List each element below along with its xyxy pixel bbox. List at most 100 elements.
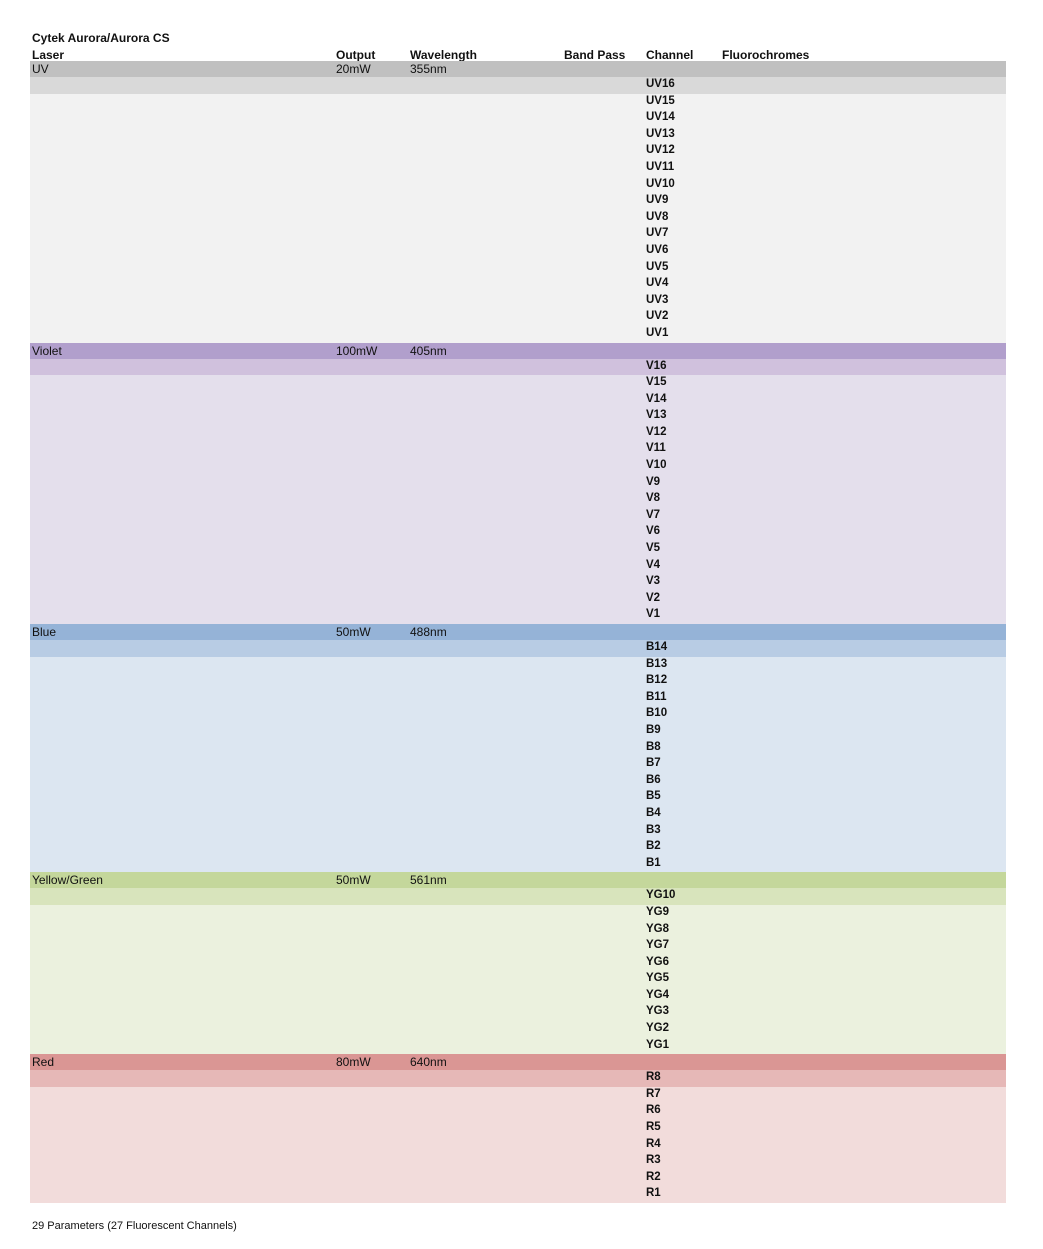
channel-row: YG2 bbox=[30, 1021, 1006, 1038]
channel-row: R1 bbox=[30, 1186, 1006, 1203]
channel-row: UV5 bbox=[30, 259, 1006, 277]
channel-label: B11 bbox=[646, 690, 667, 703]
channel-row: V8 bbox=[30, 491, 1006, 508]
channel-label: R5 bbox=[646, 1121, 661, 1134]
laser-name: Violet bbox=[32, 343, 62, 358]
laser-output: 100mW bbox=[336, 343, 378, 358]
channel-row: B11 bbox=[30, 689, 1006, 707]
channel-label: YG2 bbox=[646, 1022, 670, 1035]
laser-wavelength: 640nm bbox=[410, 1055, 447, 1070]
channel-label: UV7 bbox=[646, 227, 669, 240]
channel-label: B10 bbox=[646, 707, 668, 720]
channel-label: V5 bbox=[646, 542, 661, 555]
channel-label: UV9 bbox=[646, 194, 669, 207]
channel-row: B6 bbox=[30, 772, 1006, 790]
channel-label: B5 bbox=[646, 790, 661, 803]
channel-label: V10 bbox=[646, 459, 667, 472]
channel-label: UV5 bbox=[646, 260, 669, 273]
laser-row: UV 20mW 355nm bbox=[30, 61, 1006, 77]
channel-label: B4 bbox=[646, 806, 661, 819]
channel-label: UV11 bbox=[646, 160, 675, 173]
channel-row: V14 bbox=[30, 391, 1006, 409]
channel-label: B6 bbox=[646, 773, 661, 786]
channel-label: B2 bbox=[646, 840, 661, 853]
channel-label: B7 bbox=[646, 757, 661, 770]
channel-row: V4 bbox=[30, 557, 1006, 575]
channel-row: R5 bbox=[30, 1120, 1006, 1137]
channel-label: V1 bbox=[646, 608, 661, 621]
channel-row: V1 bbox=[30, 607, 1006, 624]
channel-row: YG9 bbox=[30, 904, 1006, 922]
channel-label: UV12 bbox=[646, 144, 675, 157]
channel-label: R8 bbox=[646, 1071, 661, 1084]
channel-row: UV15 bbox=[30, 93, 1006, 111]
channel-label: R3 bbox=[646, 1154, 661, 1167]
channel-row: V10 bbox=[30, 458, 1006, 475]
channel-label: V16 bbox=[646, 359, 667, 372]
channel-row: YG7 bbox=[30, 938, 1006, 955]
channel-row: UV1 bbox=[30, 325, 1006, 343]
header-laser: Laser bbox=[32, 48, 65, 62]
laser-row: Violet 100mW 405nm bbox=[30, 342, 1006, 359]
channel-label: B8 bbox=[646, 740, 661, 753]
channel-row: YG10 bbox=[30, 888, 1006, 905]
channel-row: UV11 bbox=[30, 159, 1006, 177]
header-wavelength: Wavelength bbox=[410, 48, 477, 62]
page-title: Cytek Aurora/Aurora CS bbox=[32, 31, 170, 45]
channel-label: YG8 bbox=[646, 922, 670, 935]
channel-row: YG4 bbox=[30, 987, 1006, 1005]
channel-label: V7 bbox=[646, 508, 661, 521]
laser-row: Blue 50mW 488nm bbox=[30, 624, 1006, 640]
laser-group: Yellow/Green 50mW 561nm YG10 YG9 YG8 YG7 YG6 YG5… bbox=[30, 872, 1006, 1055]
channel-label: YG7 bbox=[646, 939, 670, 952]
channel-label: V12 bbox=[646, 425, 667, 438]
channel-row: V3 bbox=[30, 574, 1006, 591]
channel-row: V2 bbox=[30, 590, 1006, 608]
channel-row: B14 bbox=[30, 640, 1006, 657]
channel-label: R1 bbox=[646, 1187, 661, 1200]
channel-label: UV13 bbox=[646, 127, 675, 140]
channel-row: UV13 bbox=[30, 126, 1006, 144]
channel-row: V11 bbox=[30, 441, 1006, 459]
channel-label: YG10 bbox=[646, 889, 676, 902]
channel-label: YG4 bbox=[646, 988, 670, 1001]
channel-label: UV1 bbox=[646, 326, 669, 339]
laser-wavelength: 488nm bbox=[410, 625, 447, 639]
header-channel: Channel bbox=[646, 48, 694, 62]
channel-row: B12 bbox=[30, 673, 1006, 690]
channel-row: UV9 bbox=[30, 193, 1006, 210]
channel-label: V8 bbox=[646, 492, 661, 505]
header-fluorochromes: Fluorochromes bbox=[722, 48, 810, 62]
channel-label: UV2 bbox=[646, 310, 669, 323]
laser-table: UV 20mW 355nm UV16 UV15 UV14 UV13 UV12 UV11 UV10 U… bbox=[30, 61, 1006, 1203]
channel-row: UV3 bbox=[30, 292, 1006, 310]
channel-row: UV12 bbox=[30, 143, 1006, 160]
channel-label: YG3 bbox=[646, 1005, 670, 1018]
header-output: Output bbox=[336, 48, 376, 62]
channel-label: R6 bbox=[646, 1104, 661, 1117]
channel-row: V9 bbox=[30, 474, 1006, 492]
channel-row: YG8 bbox=[30, 921, 1006, 939]
laser-wavelength: 405nm bbox=[410, 343, 447, 358]
channel-label: R7 bbox=[646, 1087, 661, 1100]
channel-row: B3 bbox=[30, 822, 1006, 840]
channel-row: B4 bbox=[30, 805, 1006, 823]
laser-output: 80mW bbox=[336, 1055, 371, 1070]
channel-row: UV14 bbox=[30, 110, 1006, 127]
channel-row: UV2 bbox=[30, 309, 1006, 326]
channel-label: UV3 bbox=[646, 293, 669, 306]
channel-label: V15 bbox=[646, 376, 667, 389]
channel-row: UV6 bbox=[30, 242, 1006, 260]
channel-label: UV8 bbox=[646, 210, 669, 223]
channel-row: V5 bbox=[30, 541, 1006, 558]
channel-label: R2 bbox=[646, 1170, 661, 1183]
channel-row: B7 bbox=[30, 756, 1006, 773]
channel-label: B12 bbox=[646, 674, 668, 687]
channel-label: V9 bbox=[646, 475, 661, 488]
channel-row: UV16 bbox=[30, 77, 1006, 94]
channel-label: B3 bbox=[646, 823, 661, 836]
channel-row: R7 bbox=[30, 1086, 1006, 1104]
channel-row: B1 bbox=[30, 855, 1006, 873]
channel-row: YG1 bbox=[30, 1037, 1006, 1055]
channel-row: V6 bbox=[30, 524, 1006, 542]
